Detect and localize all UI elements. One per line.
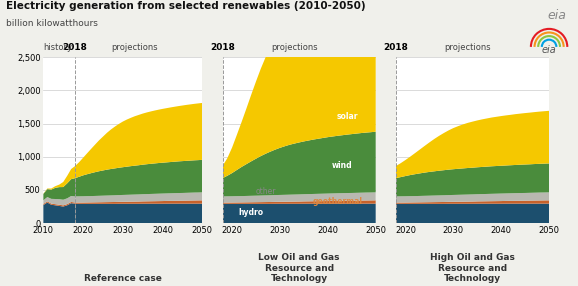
Text: other: other	[255, 187, 276, 196]
Text: solar: solar	[336, 112, 358, 122]
Text: wind: wind	[332, 161, 353, 170]
Text: 2018: 2018	[383, 43, 409, 52]
Text: eia: eia	[542, 45, 557, 55]
Text: history: history	[43, 43, 72, 52]
Text: eia: eia	[547, 9, 566, 21]
Text: 2018: 2018	[62, 43, 88, 52]
Text: High Oil and Gas
Resource and
Technology: High Oil and Gas Resource and Technology	[430, 253, 515, 283]
Text: projections: projections	[271, 43, 318, 52]
Text: hydro: hydro	[239, 208, 264, 217]
Text: geothermal: geothermal	[312, 197, 362, 206]
Text: projections: projections	[444, 43, 491, 52]
Text: Electricity generation from selected renewables (2010-2050): Electricity generation from selected ren…	[6, 1, 365, 11]
Text: billion kilowatthours: billion kilowatthours	[6, 19, 98, 27]
Text: Reference case: Reference case	[84, 274, 162, 283]
Text: projections: projections	[112, 43, 158, 52]
Text: 2018: 2018	[210, 43, 235, 52]
Text: Low Oil and Gas
Resource and
Technology: Low Oil and Gas Resource and Technology	[258, 253, 340, 283]
